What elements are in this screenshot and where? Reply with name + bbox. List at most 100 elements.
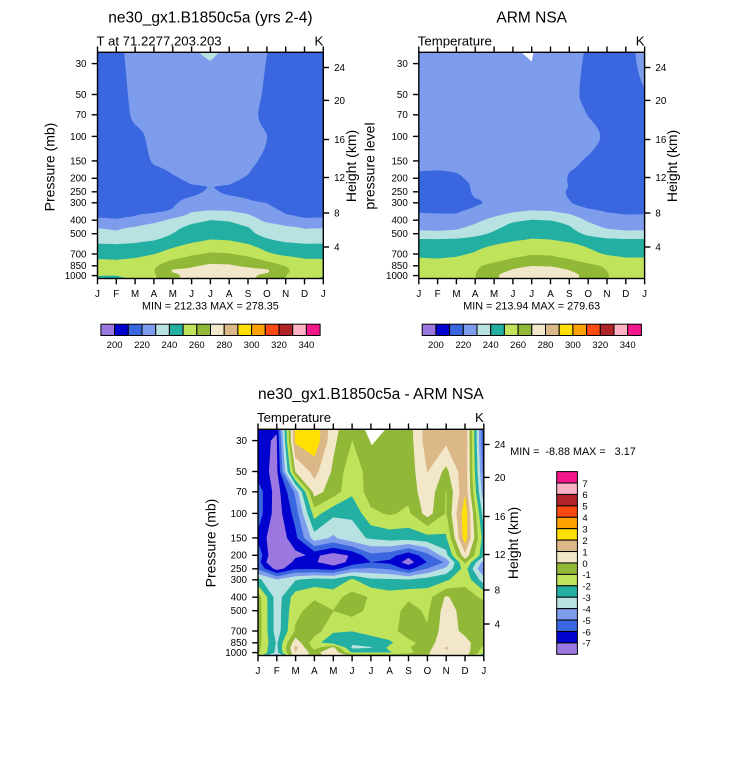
svg-text:T at 71.2277,203.203: T at 71.2277,203.203 — [97, 34, 222, 49]
svg-text:320: 320 — [592, 340, 608, 351]
svg-text:300: 300 — [231, 575, 248, 586]
svg-text:Height (km): Height (km) — [343, 130, 359, 202]
svg-text:O: O — [263, 289, 271, 300]
svg-text:7: 7 — [582, 479, 587, 490]
svg-text:300: 300 — [244, 340, 260, 351]
svg-text:M: M — [169, 289, 177, 300]
svg-text:1000: 1000 — [65, 271, 87, 282]
svg-text:A: A — [386, 666, 393, 677]
svg-text:700: 700 — [391, 249, 408, 260]
svg-text:8: 8 — [495, 585, 501, 596]
svg-text:J: J — [368, 666, 373, 677]
svg-text:200: 200 — [428, 340, 444, 351]
svg-text:M: M — [452, 289, 460, 300]
svg-text:K: K — [315, 34, 324, 49]
svg-text:F: F — [113, 289, 119, 300]
svg-text:4: 4 — [334, 242, 340, 253]
svg-text:K: K — [636, 34, 645, 49]
svg-text:M: M — [329, 666, 337, 677]
svg-text:300: 300 — [391, 198, 408, 209]
svg-text:1000: 1000 — [225, 648, 247, 659]
svg-text:F: F — [435, 289, 441, 300]
svg-text:16: 16 — [334, 135, 345, 146]
svg-text:MIN = 212.33 MAX = 278.35: MIN = 212.33 MAX = 278.35 — [142, 301, 279, 313]
svg-text:70: 70 — [76, 110, 87, 121]
svg-text:-6: -6 — [582, 627, 590, 638]
svg-text:N: N — [603, 289, 610, 300]
svg-text:340: 340 — [620, 340, 636, 351]
svg-text:-2: -2 — [582, 582, 590, 593]
svg-text:J: J — [189, 289, 194, 300]
svg-text:1: 1 — [582, 547, 587, 558]
svg-text:8: 8 — [655, 208, 661, 219]
svg-text:D: D — [461, 666, 468, 677]
svg-text:M: M — [292, 666, 300, 677]
svg-text:A: A — [547, 289, 554, 300]
svg-text:Pressure (mb): Pressure (mb) — [42, 123, 58, 212]
svg-text:MIN = -8.88 MAX = 3.17: MIN = -8.88 MAX = 3.17 — [510, 446, 635, 458]
svg-text:4: 4 — [495, 619, 501, 630]
svg-text:-5: -5 — [582, 616, 590, 627]
svg-text:150: 150 — [70, 156, 87, 167]
svg-text:700: 700 — [231, 626, 248, 637]
svg-text:500: 500 — [391, 229, 408, 240]
svg-text:200: 200 — [107, 340, 123, 351]
svg-text:S: S — [245, 289, 252, 300]
svg-text:30: 30 — [236, 436, 247, 447]
svg-text:J: J — [416, 289, 421, 300]
svg-text:200: 200 — [70, 174, 87, 185]
svg-text:50: 50 — [236, 467, 247, 478]
svg-text:16: 16 — [655, 135, 666, 146]
svg-text:-3: -3 — [582, 593, 590, 604]
svg-text:24: 24 — [495, 440, 506, 451]
svg-text:Temperature: Temperature — [257, 410, 331, 425]
svg-text:3: 3 — [582, 525, 587, 536]
svg-text:J: J — [256, 666, 261, 677]
svg-text:S: S — [405, 666, 412, 677]
svg-text:24: 24 — [655, 63, 666, 74]
svg-text:O: O — [424, 666, 432, 677]
svg-text:A: A — [226, 289, 233, 300]
svg-text:260: 260 — [189, 340, 205, 351]
svg-text:30: 30 — [76, 59, 87, 70]
svg-text:4: 4 — [582, 513, 587, 524]
svg-text:0: 0 — [582, 559, 587, 570]
svg-text:MIN = 213.94 MAX = 279.63: MIN = 213.94 MAX = 279.63 — [463, 301, 600, 313]
svg-text:J: J — [642, 289, 647, 300]
svg-text:220: 220 — [134, 340, 150, 351]
svg-text:1000: 1000 — [386, 271, 408, 282]
svg-text:150: 150 — [391, 156, 408, 167]
svg-text:150: 150 — [231, 533, 248, 544]
svg-text:850: 850 — [231, 638, 248, 649]
svg-text:K: K — [475, 410, 484, 425]
svg-text:220: 220 — [455, 340, 471, 351]
svg-text:300: 300 — [70, 198, 87, 209]
svg-text:6: 6 — [582, 490, 587, 501]
svg-text:O: O — [584, 289, 592, 300]
svg-text:200: 200 — [231, 551, 248, 562]
svg-text:ARM NSA: ARM NSA — [496, 10, 567, 27]
svg-text:100: 100 — [231, 509, 248, 520]
svg-text:280: 280 — [216, 340, 232, 351]
svg-text:850: 850 — [391, 261, 408, 272]
svg-text:Pressure (mb): Pressure (mb) — [203, 499, 219, 588]
svg-text:D: D — [301, 289, 308, 300]
svg-text:J: J — [529, 289, 534, 300]
svg-text:16: 16 — [495, 512, 506, 523]
svg-text:J: J — [510, 289, 515, 300]
svg-text:340: 340 — [298, 340, 314, 351]
svg-text:ne30_gx1.B1850c5a - ARM NSA: ne30_gx1.B1850c5a - ARM NSA — [258, 386, 484, 403]
svg-text:-4: -4 — [582, 604, 590, 615]
svg-text:Height (km): Height (km) — [664, 130, 680, 202]
svg-text:J: J — [321, 289, 326, 300]
svg-text:320: 320 — [271, 340, 287, 351]
svg-text:-7: -7 — [582, 639, 590, 650]
svg-text:70: 70 — [236, 487, 247, 498]
svg-text:J: J — [95, 289, 100, 300]
svg-text:D: D — [622, 289, 629, 300]
svg-text:A: A — [311, 666, 318, 677]
svg-text:250: 250 — [231, 564, 248, 575]
svg-text:S: S — [566, 289, 573, 300]
svg-text:A: A — [151, 289, 158, 300]
svg-text:50: 50 — [397, 90, 408, 101]
